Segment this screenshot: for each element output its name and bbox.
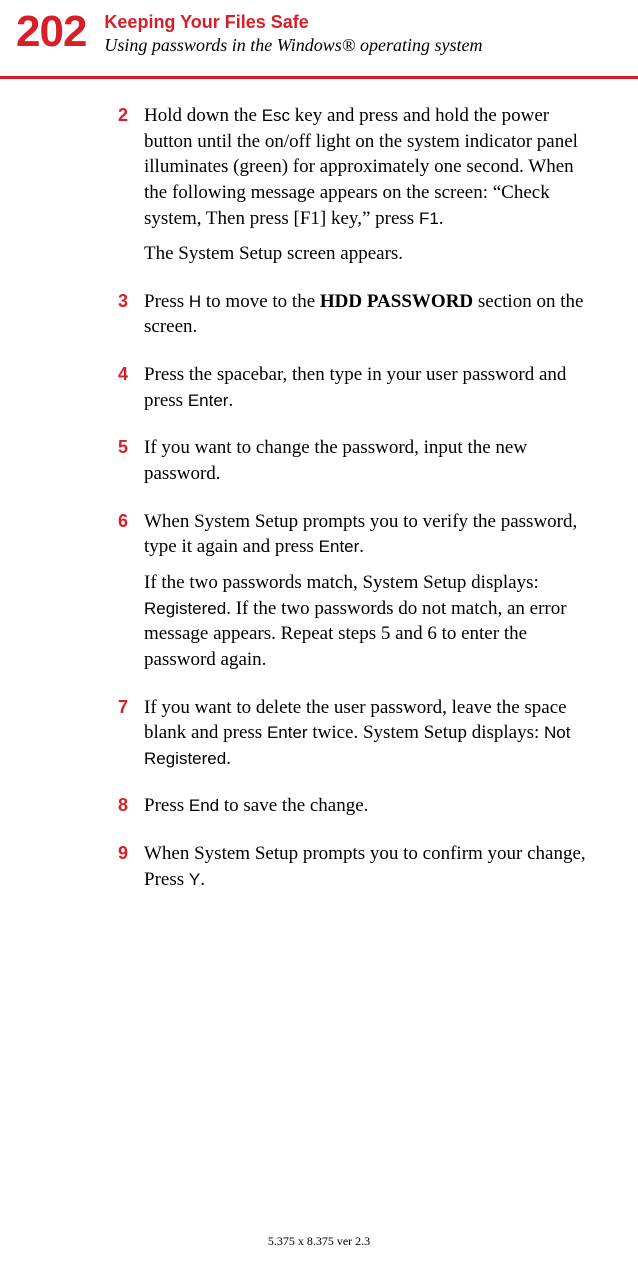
step-number: 9 [118,841,144,902]
page: 202 Keeping Your Files Safe Using passwo… [0,0,638,1271]
key-label: Y [189,870,200,889]
text-run: . [228,390,233,411]
chapter-title: Keeping Your Files Safe [104,12,482,33]
step: 6When System Setup prompts you to verify… [118,509,598,683]
step-number: 3 [118,289,144,350]
text-run: twice. System Setup displays: [308,722,544,743]
step-body: If you want to delete the user password,… [144,695,598,782]
step-body: If you want to change the password, inpu… [144,435,598,496]
step-paragraph: The System Setup screen appears. [144,241,598,267]
key-label: Esc [262,106,290,125]
page-header: 202 Keeping Your Files Safe Using passwo… [0,0,638,66]
section-title: Using passwords in the Windows® operatin… [104,35,482,56]
text-run: If the two passwords match, System Setup… [144,572,539,593]
text-run: When System Setup prompts you to confirm… [144,843,586,890]
step-body: Hold down the Esc key and press and hold… [144,103,598,277]
step-paragraph: If the two passwords match, System Setup… [144,570,598,673]
text-run: The System Setup screen appears. [144,243,403,264]
key-label: Registered [144,599,226,618]
step-body: Press End to save the change. [144,793,598,829]
step-body: When System Setup prompts you to confirm… [144,841,598,902]
step-number: 8 [118,793,144,829]
header-titles: Keeping Your Files Safe Using passwords … [104,10,482,56]
step-paragraph: If you want to delete the user password,… [144,695,598,772]
step-paragraph: When System Setup prompts you to confirm… [144,841,598,892]
step-paragraph: When System Setup prompts you to verify … [144,509,598,560]
content: 2Hold down the Esc key and press and hol… [0,103,638,902]
step: 5If you want to change the password, inp… [118,435,598,496]
step: 7If you want to delete the user password… [118,695,598,782]
page-footer: 5.375 x 8.375 ver 2.3 [0,1234,638,1249]
step-number: 4 [118,362,144,423]
text-run: . [226,748,231,769]
text-run: Press [144,795,189,816]
step-number: 2 [118,103,144,277]
step: 2Hold down the Esc key and press and hol… [118,103,598,277]
step-paragraph: If you want to change the password, inpu… [144,435,598,486]
step-body: When System Setup prompts you to verify … [144,509,598,683]
step: 3Press H to move to the HDD PASSWORD sec… [118,289,598,350]
key-label: Enter [267,723,308,742]
key-label: End [189,796,219,815]
text-run: If you want to change the password, inpu… [144,437,527,484]
header-rule [0,76,638,79]
text-run: to move to the [201,291,320,312]
step-paragraph: Press End to save the change. [144,793,598,819]
key-label: Enter [319,537,360,556]
bold-text: HDD PASSWORD [320,291,473,312]
step-body: Press the spacebar, then type in your us… [144,362,598,423]
text-run: to save the change. [219,795,368,816]
step-paragraph: Press the spacebar, then type in your us… [144,362,598,413]
step-number: 7 [118,695,144,782]
text-run: Press [144,291,189,312]
step-number: 5 [118,435,144,496]
key-label: H [189,292,201,311]
text-run: . [200,869,205,890]
text-run: . [359,536,364,557]
step-paragraph: Hold down the Esc key and press and hold… [144,103,598,231]
step-paragraph: Press H to move to the HDD PASSWORD sect… [144,289,598,340]
key-label: F1 [419,209,439,228]
step-number: 6 [118,509,144,683]
page-number: 202 [16,10,86,54]
step: 8Press End to save the change. [118,793,598,829]
key-label: Enter [188,391,229,410]
step-body: Press H to move to the HDD PASSWORD sect… [144,289,598,350]
step: 4Press the spacebar, then type in your u… [118,362,598,423]
step: 9When System Setup prompts you to confir… [118,841,598,902]
text-run: Hold down the [144,105,262,126]
text-run: . [439,208,444,229]
